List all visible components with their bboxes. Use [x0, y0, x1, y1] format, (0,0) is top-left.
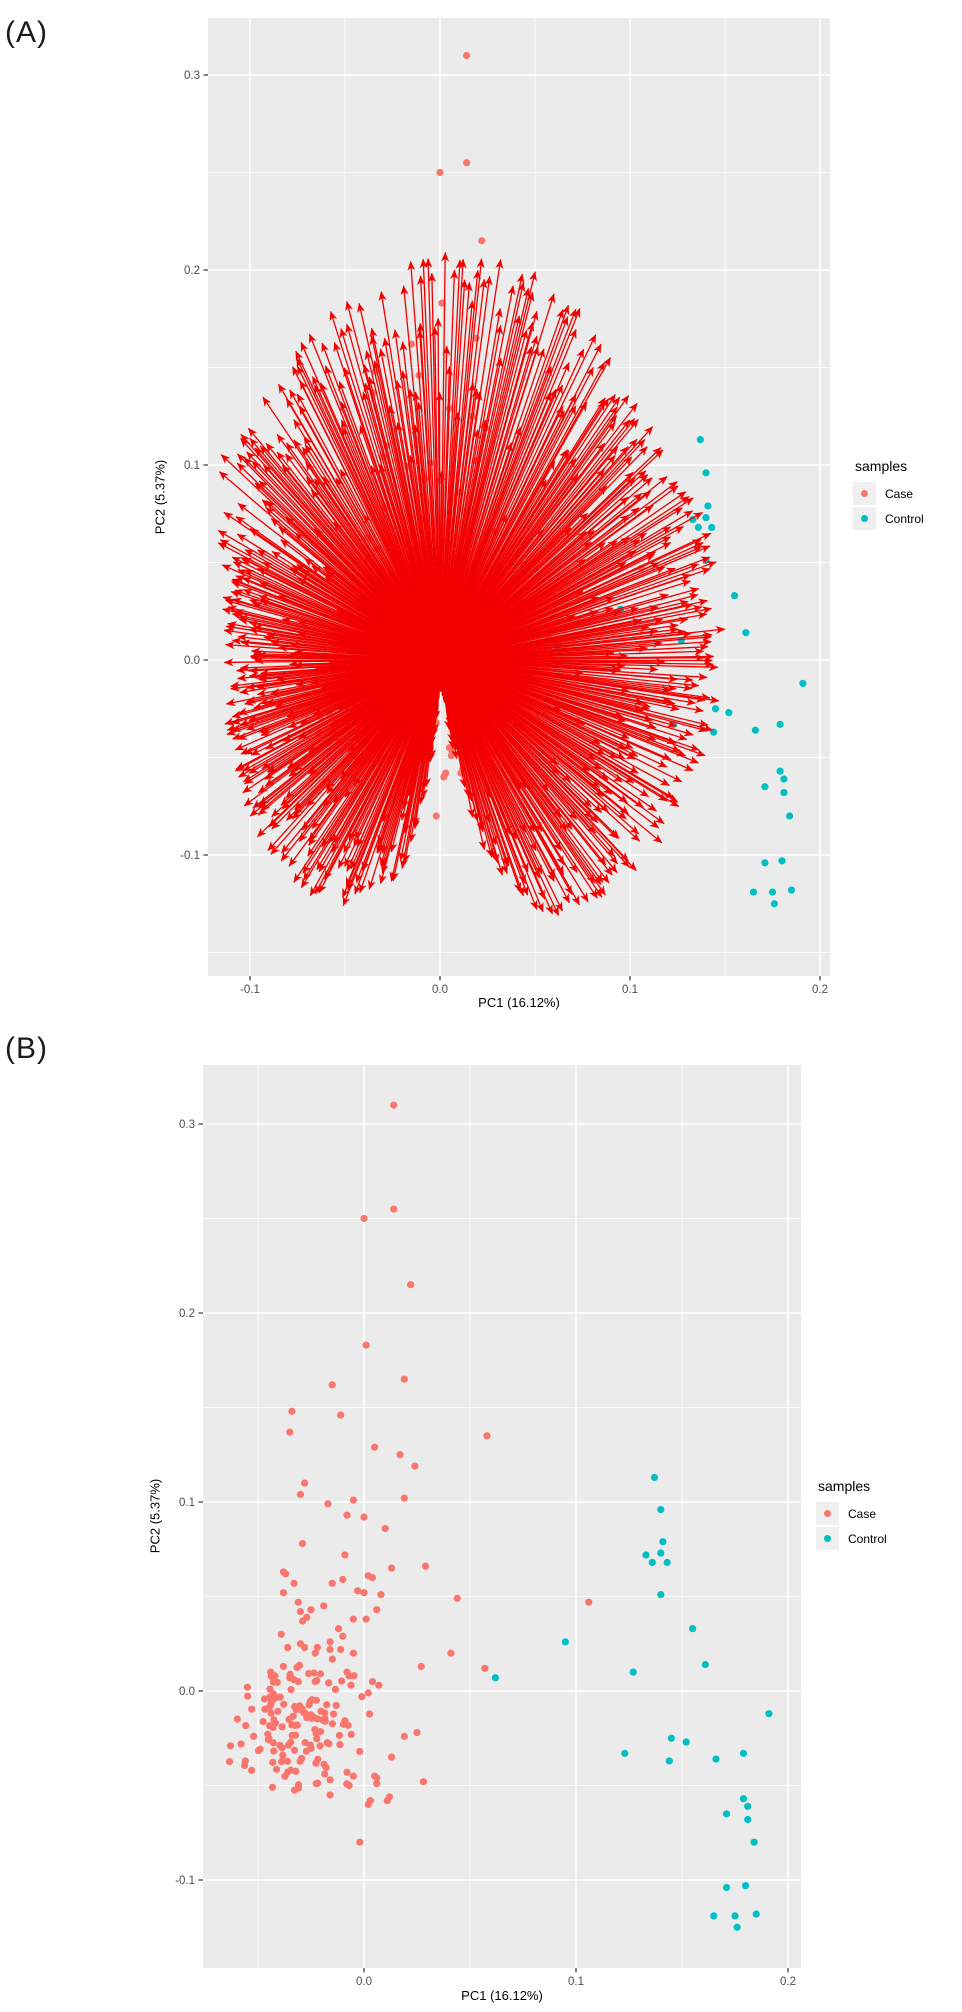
legend-key-control	[853, 507, 876, 530]
pca-panel-A: -0.1 0.0 0.1 0.2 0.3 0.2 0.1 0.0 -0.1	[180, 18, 830, 996]
legend-item-case: Case	[816, 1501, 887, 1526]
legend-key-case	[816, 1502, 839, 1525]
case-swatch-dot-icon	[824, 1510, 831, 1517]
legend-title: samples	[818, 1478, 871, 1494]
svg-text:-0.1: -0.1	[175, 1875, 195, 1887]
legend-item-case-label: Case	[885, 486, 914, 501]
svg-text:0.3: 0.3	[184, 70, 200, 82]
control-swatch-dot-icon	[861, 515, 868, 522]
svg-text:0.2: 0.2	[780, 1976, 796, 1988]
legend-key-control	[816, 1527, 839, 1550]
case-swatch-dot-icon	[861, 490, 868, 497]
legend-item-case-label: Case	[848, 1506, 877, 1521]
pca-panel-B: 0.0 0.1 0.2 0.3 0.2 0.1 0.0 -0.1	[175, 1065, 801, 1988]
panel-b-legend: samples Case Control	[816, 1478, 887, 1551]
svg-text:0.0: 0.0	[432, 984, 448, 996]
svg-text:-0.1: -0.1	[180, 850, 200, 862]
svg-text:0.0: 0.0	[356, 1976, 372, 1988]
svg-text:0.0: 0.0	[184, 655, 200, 667]
panel-a-label: (A)	[5, 16, 48, 49]
panel-a-legend: samples Case Control	[853, 458, 924, 531]
svg-text:0.0: 0.0	[179, 1686, 195, 1698]
panel-b-label: (B)	[5, 1032, 48, 1065]
panel-a-x-axis-title: PC1 (16.12%)	[478, 995, 560, 1010]
panel-b-y-axis-title: PC2 (5.37%)	[147, 1478, 163, 1554]
legend-item-case: Case	[853, 481, 924, 506]
legend-item-control: Control	[853, 506, 924, 531]
legend-item-control-label: Control	[848, 1531, 887, 1546]
control-swatch-dot-icon	[824, 1535, 831, 1542]
legend-title: samples	[855, 458, 908, 474]
svg-text:-0.1: -0.1	[240, 984, 260, 996]
svg-text:0.1: 0.1	[622, 984, 638, 996]
legend-key-case	[853, 482, 876, 505]
svg-text:0.3: 0.3	[179, 1119, 195, 1131]
svg-text:0.2: 0.2	[812, 984, 828, 996]
svg-text:0.1: 0.1	[184, 460, 200, 472]
panel-b-x-axis-title: PC1 (16.12%)	[461, 1988, 543, 2003]
svg-text:0.1: 0.1	[568, 1976, 584, 1988]
svg-text:0.2: 0.2	[179, 1308, 195, 1320]
legend-item-control: Control	[816, 1526, 887, 1551]
panel-a-y-axis-title: PC2 (5.37%)	[152, 459, 168, 535]
svg-text:0.2: 0.2	[184, 265, 200, 277]
svg-text:0.1: 0.1	[179, 1497, 195, 1509]
legend-item-control-label: Control	[885, 511, 924, 526]
